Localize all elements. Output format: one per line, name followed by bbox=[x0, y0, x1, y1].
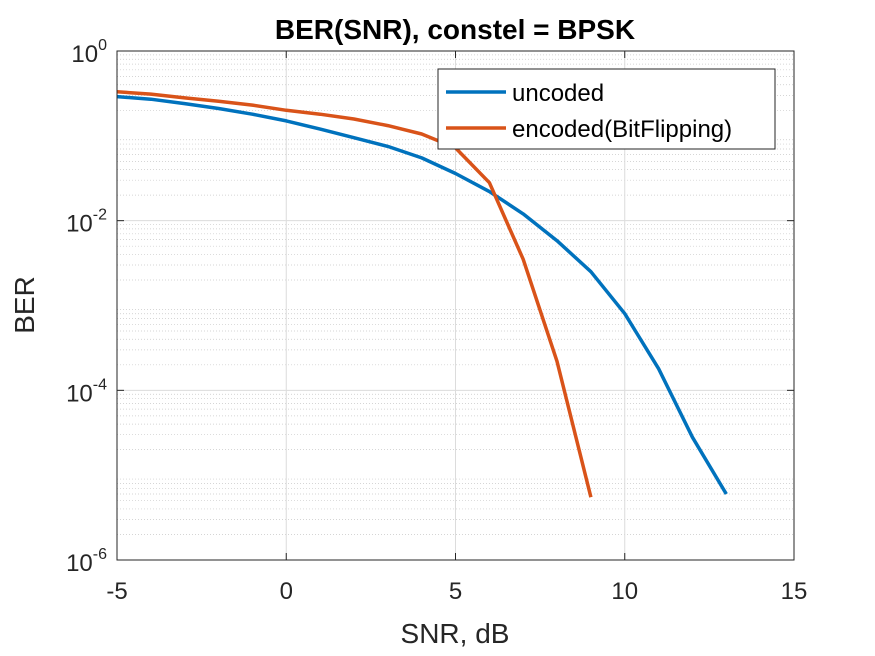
y-tick-label: 100 bbox=[71, 37, 107, 68]
x-tick-label: -5 bbox=[106, 578, 127, 605]
legend-box bbox=[437, 68, 776, 150]
x-tick-label: 0 bbox=[280, 578, 293, 605]
x-tick-label: 15 bbox=[781, 578, 808, 605]
x-axis-label: SNR, dB bbox=[401, 618, 510, 649]
x-tick-label: 10 bbox=[611, 578, 638, 605]
y-tick-label: 10-4 bbox=[66, 376, 107, 407]
y-tick-label: 10-2 bbox=[66, 207, 107, 238]
x-tick-label: 5 bbox=[449, 578, 462, 605]
chart-title: BER(SNR), constel = BPSK bbox=[275, 14, 635, 45]
series-line-uncoded bbox=[116, 94, 728, 495]
series-layer bbox=[116, 90, 728, 498]
y-axis-label: BER bbox=[9, 276, 40, 334]
legend: uncoded encoded(BitFlipping) bbox=[437, 68, 776, 150]
y-tick-label: 10-6 bbox=[66, 546, 107, 577]
legend-label: encoded(BitFlipping) bbox=[512, 116, 732, 143]
series-line-encoded bbox=[116, 90, 593, 498]
legend-label: uncoded bbox=[512, 80, 604, 107]
tick-layer: -5 0 5 10 15 100 10-2 10-4 10-6 bbox=[66, 37, 807, 605]
